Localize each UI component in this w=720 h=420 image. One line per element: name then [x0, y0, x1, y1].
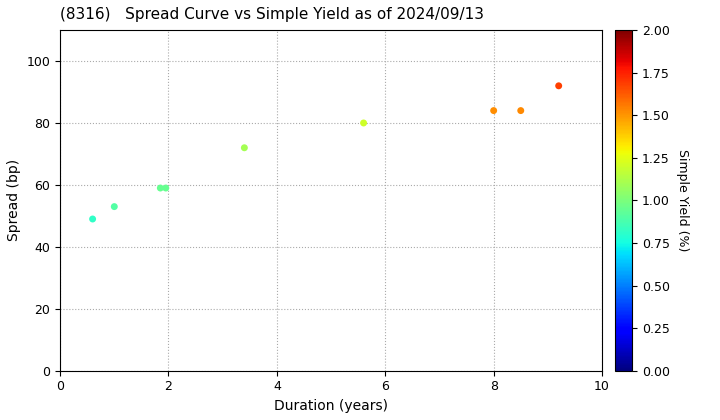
X-axis label: Duration (years): Duration (years): [274, 399, 388, 413]
Point: [155, 185, 166, 192]
Point: [87, 215, 99, 222]
Point: [160, 185, 171, 192]
Point: [238, 144, 250, 151]
Point: [109, 203, 120, 210]
Point: [515, 107, 526, 114]
Y-axis label: Simple Yield (%): Simple Yield (%): [676, 149, 689, 252]
Y-axis label: Spread (bp): Spread (bp): [7, 159, 21, 242]
Point: [553, 82, 564, 89]
Point: [358, 120, 369, 126]
Text: (8316)   Spread Curve vs Simple Yield as of 2024/09/13: (8316) Spread Curve vs Simple Yield as o…: [60, 7, 484, 22]
Point: [488, 107, 500, 114]
